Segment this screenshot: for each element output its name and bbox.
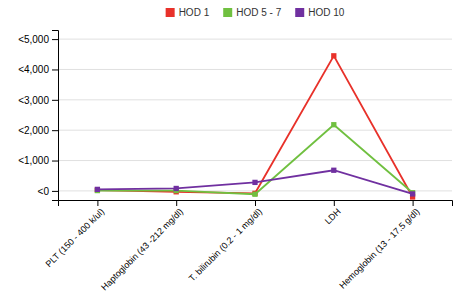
x-axis-line — [59, 201, 453, 207]
y-tick: <3,000 — [18, 95, 58, 106]
legend-swatch — [223, 8, 232, 17]
legend-swatch — [166, 8, 175, 17]
x-tick-mark — [176, 200, 177, 206]
y-tick: <5,000 — [18, 34, 58, 45]
series-marker — [174, 186, 179, 191]
x-tick-label: PLT (150 - 400 k/ul) — [44, 206, 107, 269]
y-tick-label: <0 — [38, 186, 50, 197]
x-axis: PLT (150 - 400 k/ul)Haptoglobin (43 -212… — [44, 200, 453, 292]
y-tick-label: <3,000 — [18, 95, 49, 106]
y-tick-label: <2,000 — [18, 125, 49, 136]
x-tick-label: Haptoglobin (43 -212 mg/dl) — [99, 206, 185, 292]
series-marker — [252, 180, 257, 185]
x-tick-label: T. bilirubin (0.2 - 1 mg/dl) — [187, 206, 264, 283]
x-tick-mark — [255, 200, 256, 206]
y-tick-label: <1,000 — [18, 155, 49, 166]
x-tick: LDH — [323, 200, 343, 226]
y-tick: <1,000 — [18, 155, 58, 166]
grid-line — [58, 39, 452, 40]
series-marker — [95, 187, 100, 192]
y-tick-label: <4,000 — [18, 64, 49, 75]
series-line — [97, 56, 412, 197]
x-tick-label: LDH — [323, 206, 343, 226]
x-tick: Haptoglobin (43 -212 mg/dl) — [99, 200, 185, 292]
x-tick-mark — [97, 200, 98, 206]
grid-line — [58, 99, 452, 100]
y-axis-line — [52, 31, 59, 201]
series-marker — [410, 191, 415, 196]
grid — [58, 39, 452, 191]
y-tick: <0 — [38, 186, 58, 197]
y-tick-mark — [52, 130, 58, 131]
x-tick: PLT (150 - 400 k/ul) — [44, 200, 107, 269]
legend-item: HOD 10 — [295, 7, 345, 18]
legend: HOD 1 HOD 5 - 7 HOD 10 — [166, 7, 345, 18]
series-line — [97, 170, 412, 194]
y-tick-mark — [52, 191, 58, 192]
y-tick-mark — [52, 100, 58, 101]
legend-label: HOD 1 — [179, 7, 210, 18]
series-marker — [331, 168, 336, 173]
x-tick: T. bilirubin (0.2 - 1 mg/dl) — [187, 200, 264, 284]
series-marker — [331, 122, 336, 127]
x-tick-label: Hemoglobin (13 - 17.5 g/dl) — [337, 206, 421, 290]
chart: <0 <1,000 <2,000 <3,000 <4,000 <5,000 PLT (150… — [0, 0, 474, 308]
series-marker — [95, 187, 100, 192]
y-tick: <4,000 — [18, 64, 58, 75]
marks — [95, 53, 415, 199]
y-tick-label: <5,000 — [18, 34, 49, 45]
series-marker — [331, 53, 336, 58]
x-tick-mark — [334, 200, 335, 206]
y-tick-mark — [52, 69, 58, 70]
legend-item: HOD 1 — [166, 7, 210, 18]
y-tick-mark — [52, 161, 58, 162]
x-tick-mark — [413, 200, 414, 206]
legend-item: HOD 5 - 7 — [223, 7, 281, 18]
grid-line — [58, 130, 452, 131]
series-marker — [252, 192, 257, 197]
x-tick: Hemoglobin (13 - 17.5 g/dl) — [337, 200, 421, 291]
plot: <0 <1,000 <2,000 <3,000 <4,000 <5,000 PLT (150… — [18, 31, 452, 293]
legend-label: HOD 5 - 7 — [236, 7, 281, 18]
series-line — [97, 125, 412, 195]
legend-label: HOD 10 — [308, 7, 345, 18]
y-tick-mark — [52, 39, 58, 40]
grid-line — [58, 69, 452, 70]
legend-swatch — [295, 8, 304, 17]
y-tick: <2,000 — [18, 125, 58, 136]
y-axis: <0 <1,000 <2,000 <3,000 <4,000 <5,000 — [18, 31, 58, 201]
